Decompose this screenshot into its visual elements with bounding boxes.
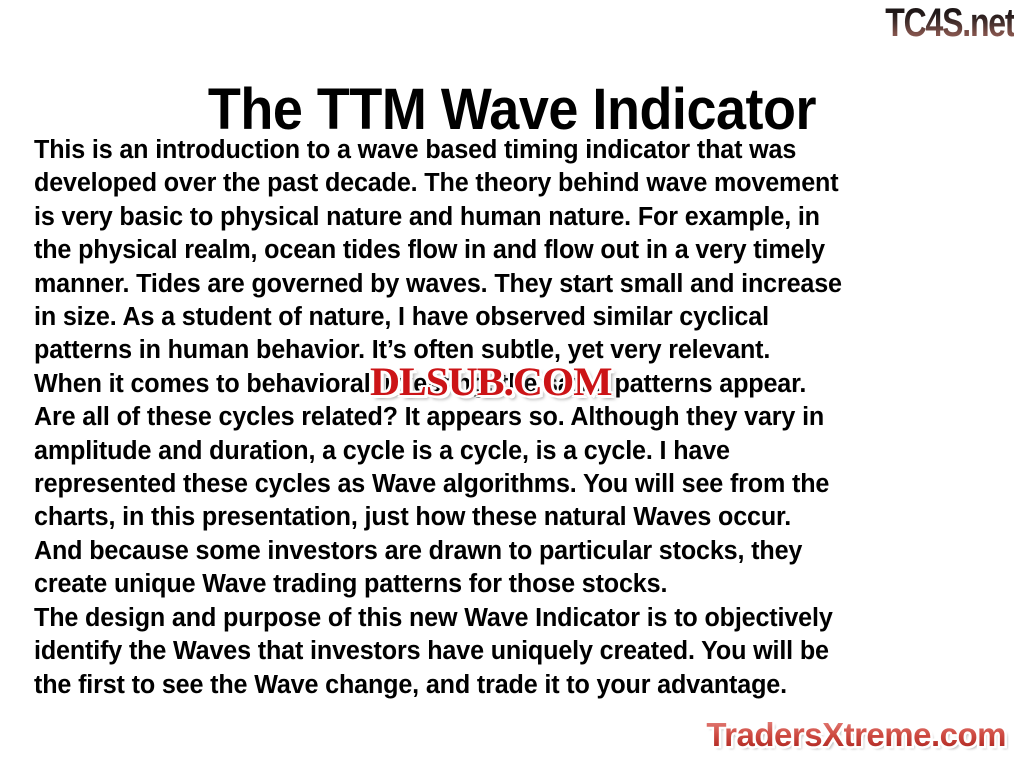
body-line: the physical realm, ocean tides flow in … xyxy=(34,236,825,265)
body-line: represented these cycles as Wave algorit… xyxy=(34,470,830,499)
body-line: And because some investors are drawn to … xyxy=(34,536,803,565)
body-line: manner. Tides are governed by waves. The… xyxy=(34,269,842,298)
page-title: The TTM Wave Indicator xyxy=(0,76,1024,142)
body-line: in size. As a student of nature, I have … xyxy=(34,303,769,332)
body-line: is very basic to physical nature and hum… xyxy=(34,202,820,231)
body-copy: This is an introduction to a wave based … xyxy=(34,134,994,702)
dlsub-watermark: DLSUB.COM xyxy=(370,359,612,404)
body-line: developed over the past decade. The theo… xyxy=(34,169,839,198)
tradersxtreme-brand-logo: TradersXtreme.com TradersXtreme.com Trad… xyxy=(704,714,1010,757)
body-line: the first to see the Wave change, and tr… xyxy=(34,670,787,699)
body-line: When it comes to behavioral investing, t… xyxy=(34,369,807,398)
tradersxtreme-logo-shadow: TradersXtreme.com xyxy=(709,719,1009,757)
tc4s-brand-logo: TC4S.net xyxy=(884,1,1015,45)
body-line: create unique Wave trading patterns for … xyxy=(34,570,668,599)
body-line: identify the Waves that investors have u… xyxy=(34,637,829,666)
body-line: The design and purpose of this new Wave … xyxy=(34,603,833,632)
body-line: patterns in human behavior. It’s often s… xyxy=(34,336,771,365)
tradersxtreme-logo-outline: TradersXtreme.com xyxy=(704,714,1009,756)
body-line: amplitude and duration, a cycle is a cyc… xyxy=(34,436,730,465)
page-title-text: The TTM Wave Indicator xyxy=(207,76,817,142)
tradersxtreme-logo-text: TradersXtreme.com xyxy=(706,716,1006,753)
body-line: charts, in this presentation, just how t… xyxy=(34,503,792,532)
body-line: Are all of these cycles related? It appe… xyxy=(34,403,825,432)
body-line: This is an introduction to a wave based … xyxy=(34,136,797,164)
